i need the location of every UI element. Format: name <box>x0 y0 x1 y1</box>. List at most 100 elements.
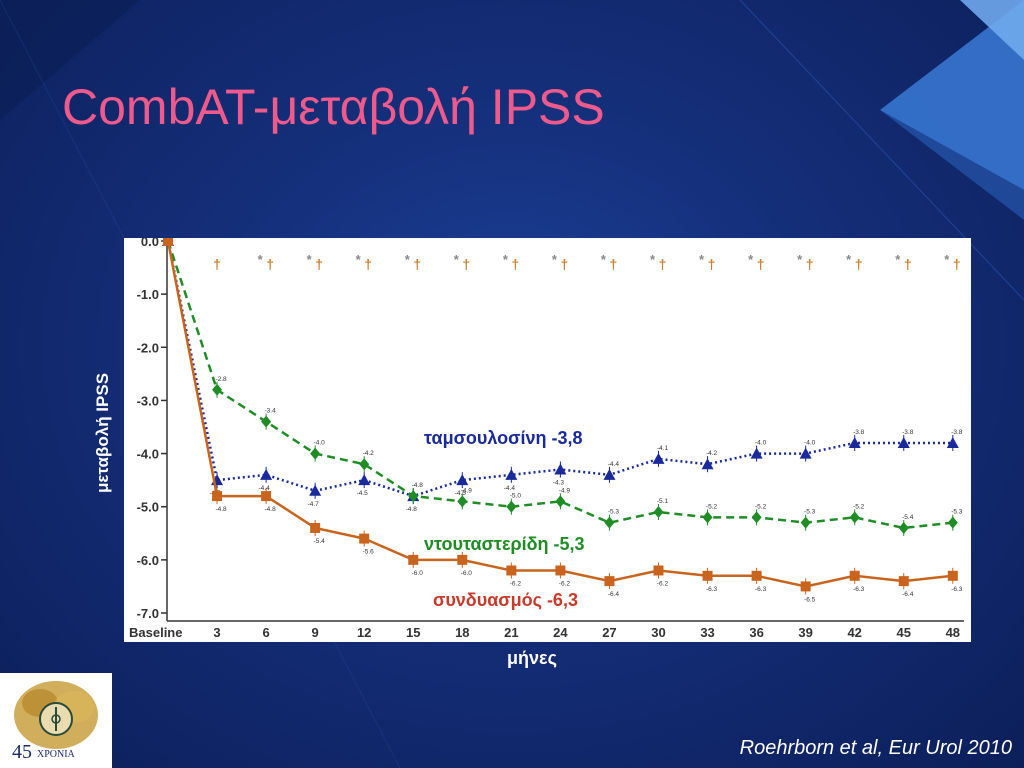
x-tick-label: 15 <box>406 625 420 640</box>
dagger-marker: † <box>757 256 765 272</box>
data-point-tamsulosin <box>946 436 959 448</box>
logo-number: 45 <box>12 741 32 763</box>
asterisk-marker: * <box>797 252 803 267</box>
data-label-combination: -6.2 <box>510 580 522 587</box>
data-point-tamsulosin <box>701 458 714 470</box>
data-point-combination <box>800 581 811 592</box>
data-label-combination: -6.5 <box>804 596 816 603</box>
data-label-combination: -6.3 <box>706 586 718 593</box>
data-point-combination <box>261 491 272 502</box>
data-label-combination: -6.0 <box>412 570 424 577</box>
series-line-dutasteride <box>166 240 953 530</box>
x-tick-label: 48 <box>946 625 960 640</box>
data-label-dutasteride: -5.3 <box>951 509 963 516</box>
data-point-tamsulosin <box>897 436 910 448</box>
y-tick-label: 0.0 <box>141 238 159 249</box>
asterisk-marker: * <box>552 252 558 267</box>
data-label-tamsulosin: -3.8 <box>853 429 865 436</box>
data-point-combination <box>849 570 860 581</box>
data-point-tamsulosin <box>505 468 518 480</box>
data-label-tamsulosin: -4.5 <box>357 490 369 497</box>
asterisk-marker: * <box>895 252 901 267</box>
dagger-marker: † <box>953 256 961 272</box>
data-label-dutasteride: -4.9 <box>559 487 571 494</box>
data-label-dutasteride: -5.2 <box>853 503 865 510</box>
series-label-tamsulosin: ταμσουλοσίνη -3,8 <box>424 428 583 448</box>
data-label-tamsulosin: -4.4 <box>504 485 516 492</box>
data-point-tamsulosin <box>603 468 616 480</box>
data-label-tamsulosin: -4.0 <box>755 440 767 447</box>
data-point-dutasteride <box>653 506 664 519</box>
data-point-tamsulosin <box>750 447 763 459</box>
data-label-combination: -6.3 <box>853 586 865 593</box>
x-tick-label: 36 <box>749 625 763 640</box>
asterisk-marker: * <box>944 252 950 267</box>
data-label-tamsulosin: -4.8 <box>406 506 418 513</box>
data-point-combination <box>359 533 370 544</box>
x-tick-label: Baseline <box>129 625 182 640</box>
y-tick-label: -7.0 <box>137 606 159 621</box>
data-label-tamsulosin: -4.4 <box>608 461 620 468</box>
data-label-tamsulosin: -4.0 <box>804 440 816 447</box>
data-label-tamsulosin: -4.4 <box>258 485 270 492</box>
data-label-tamsulosin: -4.2 <box>706 450 718 457</box>
data-label-combination: -6.2 <box>657 580 669 587</box>
y-tick-label: -1.0 <box>137 287 159 302</box>
data-point-dutasteride <box>604 516 615 529</box>
data-point-tamsulosin <box>260 468 273 480</box>
data-point-dutasteride <box>261 415 272 428</box>
data-point-combination <box>457 554 468 565</box>
data-label-tamsulosin: -4.7 <box>308 501 320 508</box>
dagger-marker: † <box>904 256 912 272</box>
data-label-dutasteride: -5.1 <box>657 498 669 505</box>
data-point-tamsulosin <box>652 452 665 464</box>
dagger-marker: † <box>266 256 274 272</box>
dagger-marker: † <box>659 256 667 272</box>
y-axis-label: μεταβολή IPSS <box>93 372 112 494</box>
data-point-dutasteride <box>310 447 321 460</box>
dagger-marker: † <box>855 256 863 272</box>
data-point-combination <box>506 565 517 576</box>
slide-title: CombAT-μεταβολή IPSS <box>62 79 605 135</box>
data-label-combination: -5.6 <box>363 549 375 556</box>
data-point-tamsulosin <box>456 474 469 486</box>
dagger-marker: † <box>708 256 716 272</box>
asterisk-marker: * <box>405 252 411 267</box>
dagger-marker: † <box>413 256 421 272</box>
data-label-tamsulosin: -4.1 <box>657 445 669 452</box>
data-point-combination <box>310 522 321 533</box>
citation: Roehrborn et al, Eur Urol 2010 <box>739 737 1012 759</box>
data-label-dutasteride: -5.2 <box>706 503 718 510</box>
data-point-dutasteride <box>359 458 370 471</box>
data-label-dutasteride: -4.0 <box>314 440 326 447</box>
data-label-dutasteride: -5.2 <box>755 503 767 510</box>
data-label-combination: -6.3 <box>951 586 963 593</box>
data-label-dutasteride: -4.9 <box>461 487 473 494</box>
data-point-tamsulosin <box>848 436 861 448</box>
data-point-dutasteride <box>457 495 468 508</box>
asterisk-marker: * <box>846 252 852 267</box>
data-point-combination <box>604 576 615 587</box>
data-label-combination: -4.8 <box>215 506 227 513</box>
dagger-marker: † <box>511 256 519 272</box>
data-label-dutasteride: -4.2 <box>363 450 375 457</box>
data-point-dutasteride <box>506 500 517 513</box>
data-label-tamsulosin: -4.3 <box>553 480 565 487</box>
data-label-combination: -6.4 <box>608 591 620 598</box>
dagger-marker: † <box>561 256 569 272</box>
dagger-marker: † <box>315 256 323 272</box>
data-label-dutasteride: -5.3 <box>608 509 620 516</box>
asterisk-marker: * <box>454 252 460 267</box>
ipss-line-chart: 0.0 -1.0 -2.0 -3.0 -4.0 -5.0 -6.0 -7.0 Baseline 3… <box>129 238 964 640</box>
data-point-tamsulosin <box>358 474 371 486</box>
data-point-tamsulosin <box>554 463 567 475</box>
data-label-tamsulosin: -3.8 <box>951 429 963 436</box>
dagger-marker: † <box>462 256 470 272</box>
data-point-dutasteride <box>849 511 860 524</box>
x-tick-label: 21 <box>504 625 518 640</box>
data-point-combination <box>751 570 762 581</box>
data-point-dutasteride <box>702 511 713 524</box>
data-label-dutasteride: -4.8 <box>412 482 424 489</box>
dagger-marker: † <box>213 256 221 272</box>
y-tick-label: -2.0 <box>137 340 159 355</box>
